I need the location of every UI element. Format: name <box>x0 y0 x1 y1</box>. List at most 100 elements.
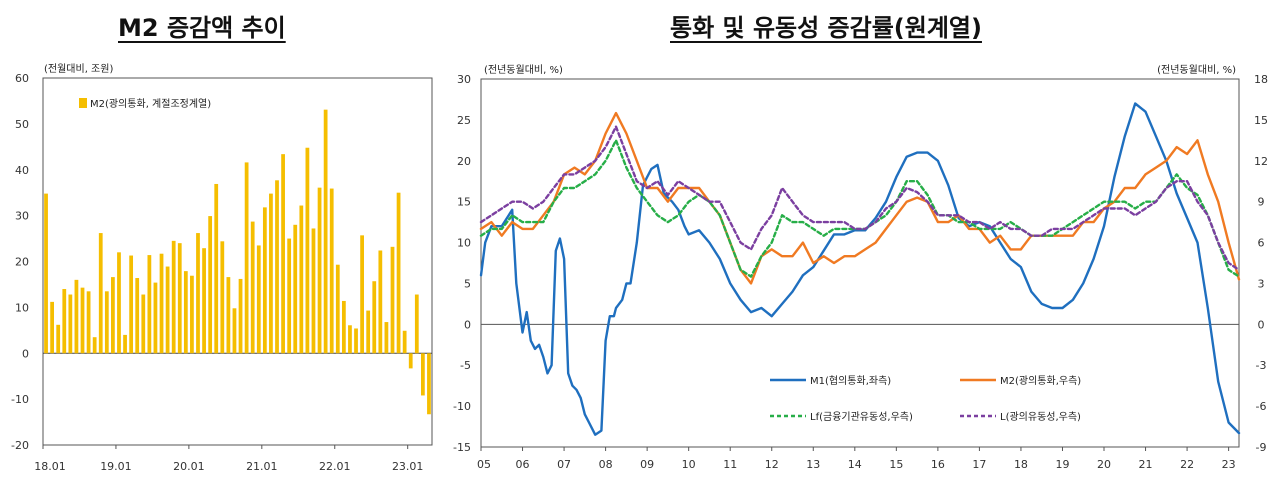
bar <box>378 250 383 354</box>
bar <box>256 245 261 354</box>
legend-swatch <box>79 98 87 108</box>
bar <box>232 308 237 354</box>
bar <box>226 277 231 354</box>
bar <box>92 337 97 354</box>
bar <box>287 238 292 354</box>
right-y-right-tick-label: 12 <box>1254 155 1268 168</box>
left-y-tick-label: 30 <box>15 210 29 223</box>
bar <box>299 205 304 354</box>
bar <box>262 207 267 354</box>
right-y-right-tick-label: -3 <box>1256 359 1267 372</box>
right-chart-title: 통화 및 유동성 증감률(원계열) <box>670 14 982 42</box>
bar <box>214 183 219 354</box>
bar <box>159 253 164 354</box>
right-x-tick-label: 07 <box>557 458 571 471</box>
bar <box>250 221 255 354</box>
left-y-tick-label: -20 <box>11 439 29 452</box>
right-x-tick-label: 22 <box>1180 458 1194 471</box>
right-x-tick-label: 13 <box>806 458 820 471</box>
bar <box>50 301 55 354</box>
bar <box>177 243 182 354</box>
right-y-left-tick-label: -10 <box>453 400 471 413</box>
bar <box>366 310 371 354</box>
legend-label: M2(광의통화, 계절조정계열) <box>90 97 211 110</box>
bar <box>80 287 85 354</box>
right-x-tick-label: 21 <box>1139 458 1153 471</box>
left-chart-title: M2 증감액 추이 <box>118 14 286 42</box>
right-unit-right: (전년동월대비, %) <box>1157 64 1236 76</box>
l-line <box>479 125 1241 271</box>
bar <box>117 252 121 354</box>
bar <box>238 278 243 354</box>
legend-label-m1: M1(협의통화,좌측) <box>810 374 891 387</box>
bar <box>183 271 188 354</box>
right-y-left-tick-label: 20 <box>457 155 471 168</box>
bar <box>275 180 279 354</box>
right-y-left-tick-label: 30 <box>457 73 471 86</box>
right-y-left-tick-label: 10 <box>457 237 471 250</box>
bar <box>123 334 127 354</box>
bar <box>323 109 328 354</box>
right-y-left-tick-label: 5 <box>464 277 471 290</box>
right-unit-left: (전년동월대비, %) <box>484 64 563 76</box>
bar <box>390 246 395 354</box>
bar <box>111 277 115 354</box>
bar <box>147 255 152 354</box>
left-y-tick-label: 50 <box>15 118 29 131</box>
left-x-tick-label: 22.01 <box>319 460 351 473</box>
right-y-right-tick-label: 3 <box>1258 277 1265 290</box>
right-x-tick-label: 20 <box>1097 458 1111 471</box>
bar <box>354 328 358 354</box>
left-x-tick-label: 18.01 <box>34 460 66 473</box>
right-x-tick-label: 14 <box>848 458 862 471</box>
bar <box>141 294 146 354</box>
right-y-right-tick-label: 18 <box>1254 73 1268 86</box>
bar <box>196 233 200 354</box>
bar <box>317 187 322 354</box>
bar <box>305 147 310 354</box>
bar <box>414 294 419 354</box>
right-y-left-tick-label: 15 <box>457 196 471 209</box>
bar <box>56 324 61 354</box>
right-x-tick-label: 10 <box>682 458 696 471</box>
bar <box>86 291 91 354</box>
right-y-right-tick-label: 15 <box>1254 114 1268 127</box>
bar <box>329 188 334 354</box>
bar <box>293 224 298 354</box>
bar <box>202 248 206 354</box>
bar <box>220 241 225 354</box>
bar <box>427 353 431 415</box>
bar <box>408 353 413 369</box>
left-y-tick-label: -10 <box>11 393 29 406</box>
right-y-left-tick-label: 25 <box>457 114 471 127</box>
left-y-tick-label: 0 <box>22 347 29 360</box>
bar <box>348 325 352 354</box>
left-x-tick-label: 20.01 <box>173 460 205 473</box>
bar <box>153 282 158 354</box>
right-y-right-tick-label: 6 <box>1258 237 1265 250</box>
right-x-tick-label: 18 <box>1014 458 1028 471</box>
bar <box>360 235 364 354</box>
bar <box>402 330 407 354</box>
m2-change-bar-chart: (전월대비, 조원) -20 -10 0 10 20 30 40 50 60 18.01 19.01 2… <box>11 63 433 473</box>
bar <box>98 233 103 354</box>
right-y-left-tick-label: 0 <box>464 318 471 331</box>
bar <box>244 162 249 354</box>
bar <box>104 291 109 354</box>
bar <box>311 228 316 354</box>
bar <box>62 289 67 354</box>
right-x-tick-label: 16 <box>931 458 945 471</box>
bar <box>135 278 140 354</box>
right-x-tick-label: 12 <box>765 458 779 471</box>
bar <box>44 193 48 354</box>
m1-line <box>479 102 1241 436</box>
left-x-tick-label: 21.01 <box>246 460 278 473</box>
right-x-tick-label: 17 <box>972 458 986 471</box>
legend-label-l: L(광의유동성,우측) <box>1000 411 1081 423</box>
bar <box>281 154 285 354</box>
left-y-tick-label: 10 <box>15 301 29 314</box>
bar <box>341 300 346 354</box>
right-x-tick-label: 09 <box>640 458 654 471</box>
right-x-tick-label: 08 <box>599 458 613 471</box>
